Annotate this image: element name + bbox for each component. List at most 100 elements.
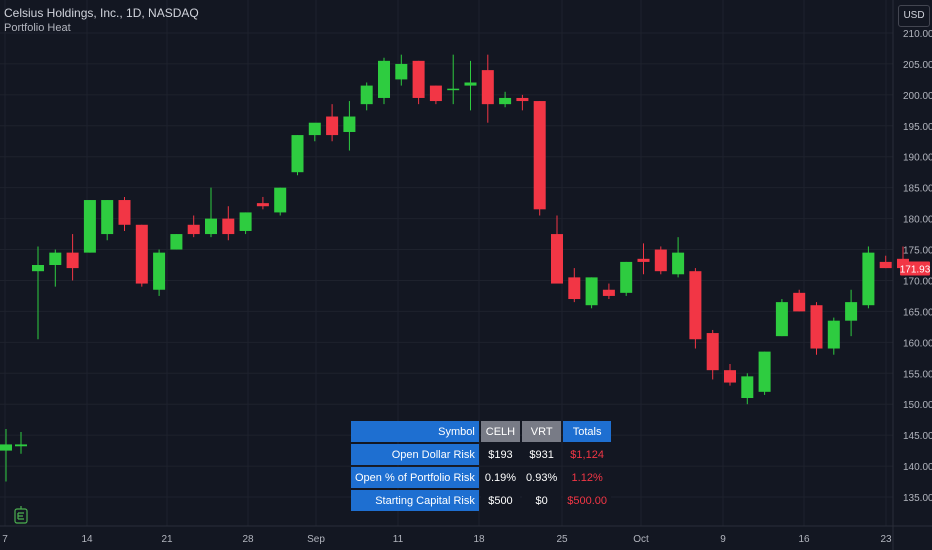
candle [827,317,840,355]
price-axis[interactable]: 135.00 140.00 145.00 150.00 155.00 160.00 165.… [903,29,932,504]
candle-body [810,305,823,349]
indicator-name[interactable]: Portfolio Heat [4,22,71,34]
candle [222,206,235,241]
chart-title: Celsius Holdings, Inc., 1D, NASDAQ [4,6,199,20]
candle [758,351,771,395]
candle [879,255,892,269]
x-tick-label: Sep [307,534,325,545]
portfolio-heat-table: Symbol CELH VRT Totals Open Dollar Risk … [349,419,613,513]
header-symbol: Symbol [351,421,479,442]
candle [395,54,408,86]
candle-body [118,200,131,225]
candle-body [706,333,719,371]
x-tick-label: 28 [242,534,254,545]
candle-body [66,252,79,269]
x-tick-label: 14 [81,534,93,545]
candle-body [620,261,633,293]
candle-body [758,351,771,392]
candle-body [845,302,858,321]
last-price-label: 171.93 [900,265,931,276]
cell-vrt: 0.93% [522,467,562,488]
tradingview-logo-icon[interactable] [14,506,28,524]
candle [481,54,494,123]
candle-body [135,224,148,284]
candle-body [672,252,685,275]
candle-body [395,63,408,80]
candle-body [464,82,477,86]
candle [568,268,581,303]
candle-body [827,320,840,349]
header-totals: Totals [563,421,612,442]
candle-body [222,218,235,235]
candle [447,54,460,105]
candle-body [239,212,252,231]
candle-body [49,252,62,265]
x-tick-label: 23 [880,534,892,545]
table-row: Open Dollar Risk $193 $931 $1,124 [351,444,612,465]
header-vrt: VRT [522,421,562,442]
y-tick-label: 165.00 [903,307,932,318]
time-axis[interactable]: 7 14 21 28 Sep 11 18 25 Oct 9 16 23 [2,534,892,545]
table-row: Starting Capital Risk $500 $0 $500.00 [351,490,612,511]
header-celh: CELH [480,421,521,442]
candle-body [326,116,339,136]
candle [101,200,114,241]
candle [205,187,217,238]
candle [429,85,442,105]
candle [239,212,252,235]
y-tick-label: 190.00 [903,153,932,164]
candle [793,289,806,312]
y-tick-label: 210.00 [903,29,932,40]
candle-body [378,60,390,98]
candle [516,94,529,111]
candle-body [879,261,892,269]
candle-body [101,200,114,235]
candle-body [187,224,200,235]
candle [360,82,373,111]
x-tick-label: 21 [161,534,173,545]
candle-body [153,252,166,290]
candle-body [343,116,356,132]
candle-body [32,265,44,272]
candle-body [689,271,702,340]
y-tick-label: 205.00 [903,60,932,71]
candle-body [551,234,563,284]
candle-body [308,122,321,136]
candle [706,329,719,380]
currency-button[interactable]: USD [898,5,930,27]
candle-body [360,85,373,105]
candle [32,246,44,340]
candle [689,268,702,349]
candle [343,101,356,151]
candle-body [83,200,96,253]
candle-body [741,376,754,399]
candle-body [0,444,12,451]
candle [83,200,96,253]
candle-body [724,370,736,383]
candle [118,196,131,231]
x-tick-label: 25 [556,534,568,545]
table-header-row: Symbol CELH VRT Totals [351,421,612,442]
candle [308,122,321,142]
candle [291,135,304,176]
candles-layer [0,54,909,482]
candle [741,373,754,405]
row-label: Open Dollar Risk [351,444,479,465]
candle-body [862,252,875,306]
candle-body [602,289,615,296]
last-price-badge [900,261,930,276]
y-tick-label: 140.00 [903,462,932,473]
candle-body [775,302,788,337]
candle [672,237,685,278]
candle-body [637,258,650,262]
candle-body [654,249,667,272]
candle-body [568,277,581,300]
candle [15,432,27,454]
y-tick-label: 160.00 [903,338,932,349]
candle [326,104,339,142]
candle-body [274,187,287,213]
candle [551,215,563,284]
x-tick-label: 18 [473,534,485,545]
candle [378,57,390,105]
